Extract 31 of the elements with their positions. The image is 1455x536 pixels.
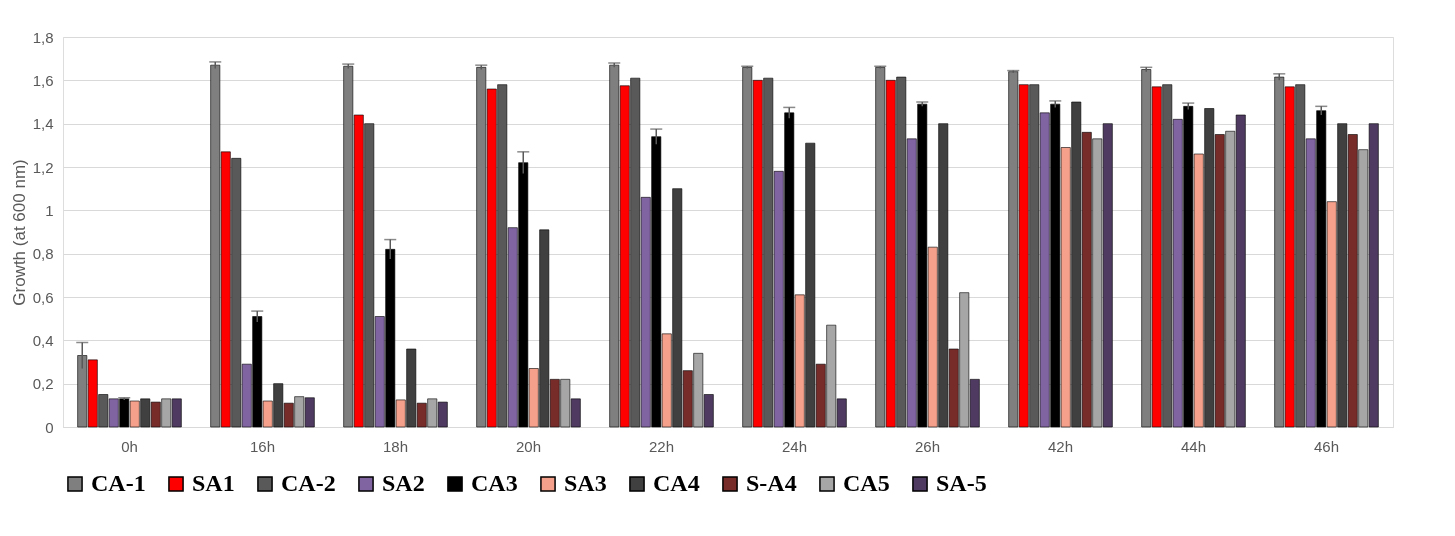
x-tick-label: 22h (648, 437, 675, 455)
legend-label: SA3 (564, 470, 607, 496)
y-tick-label: 1,4 (32, 115, 54, 133)
x-tick-label: 24h (781, 437, 808, 455)
y-tick-label: 1,2 (32, 158, 54, 176)
x-tick-label: 18h (382, 437, 409, 455)
y-tick-label: 0,6 (32, 288, 54, 306)
x-tick-label: 26h (914, 437, 941, 455)
y-tick-label: 1,8 (32, 28, 54, 46)
legend-label: CA-1 (91, 470, 146, 496)
y-tick-label: 0 (45, 418, 54, 436)
legend-label: CA5 (843, 470, 890, 496)
y-tick-label: 1,6 (32, 71, 54, 89)
legend-label: CA3 (471, 470, 518, 496)
x-tick-label: 42h (1047, 437, 1074, 455)
y-tick-label: 0,2 (32, 375, 54, 393)
x-tick-label: 20h (515, 437, 542, 455)
y-tick-label: 0,4 (32, 331, 54, 349)
legend-label: SA2 (382, 470, 425, 496)
y-tick-label: 0,8 (32, 245, 54, 263)
legend-label: SA-5 (936, 470, 987, 496)
x-tick-label: 44h (1180, 437, 1207, 455)
legend-label: CA4 (653, 470, 700, 496)
y-axis-title: Growth (at 600 nm) (9, 159, 29, 306)
legend-label: S-A4 (746, 470, 797, 496)
y-tick-label: 1 (45, 201, 54, 219)
x-tick-label: 46h (1313, 437, 1340, 455)
legend-label: CA-2 (281, 470, 336, 496)
x-tick-label: 16h (249, 437, 276, 455)
x-tick-label: 0h (121, 437, 138, 455)
legend-label: SA1 (192, 470, 235, 496)
